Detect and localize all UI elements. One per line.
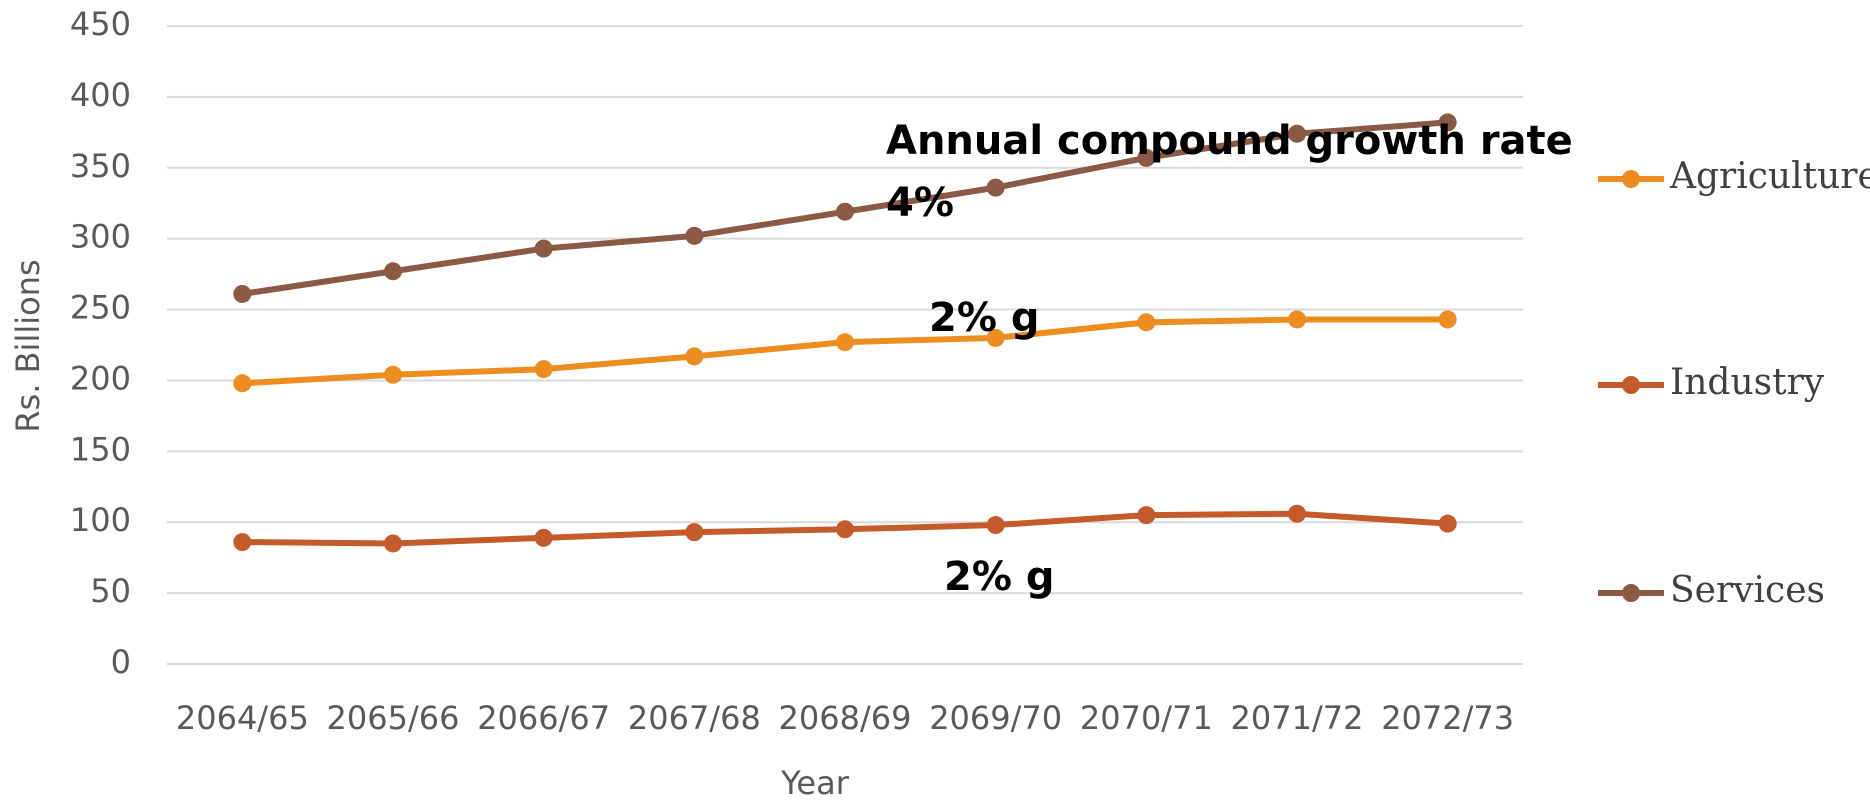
x-tick-label: 2070/71 — [1080, 699, 1213, 737]
annotation: Annual compound growth rate — [886, 118, 1573, 164]
data-point — [233, 284, 252, 303]
y-tick-label: 350 — [70, 147, 131, 185]
data-point — [1137, 148, 1156, 167]
data-point — [384, 534, 402, 553]
x-tick-label: 2066/67 — [477, 699, 610, 737]
y-tick-label: 200 — [70, 359, 131, 397]
data-point — [233, 374, 252, 393]
legend-marker — [1622, 170, 1640, 188]
y-axis-title: Rs. Billions — [9, 259, 47, 432]
y-tick-label: 0 — [111, 643, 131, 681]
legend-label: Services — [1670, 570, 1825, 611]
data-point — [1438, 310, 1457, 329]
data-point — [1438, 514, 1457, 533]
legend-marker — [1622, 584, 1640, 602]
data-point — [1137, 313, 1156, 332]
data-point — [986, 516, 1005, 535]
y-tick-label: 300 — [70, 218, 131, 256]
x-tick-label: 2072/73 — [1381, 699, 1514, 737]
data-point — [384, 262, 402, 281]
x-tick-label: 2069/70 — [929, 699, 1062, 737]
legend-label: Agriculture — [1669, 156, 1870, 197]
x-tick-label: 2068/69 — [779, 699, 912, 737]
y-tick-label: 150 — [70, 430, 131, 468]
legend-label: Industry — [1670, 362, 1825, 403]
y-tick-label: 400 — [70, 76, 131, 114]
data-point — [986, 178, 1005, 197]
data-point — [685, 523, 704, 542]
data-point — [1288, 310, 1306, 329]
data-point — [1288, 504, 1306, 523]
y-tick-label: 250 — [70, 289, 131, 327]
legend-marker — [1622, 376, 1640, 394]
x-tick-label: 2067/68 — [628, 699, 761, 737]
x-tick-label: 2065/66 — [327, 699, 460, 737]
data-point — [685, 347, 704, 366]
x-tick-label: 2064/65 — [176, 699, 309, 737]
data-point — [685, 226, 704, 245]
y-tick-label: 100 — [70, 501, 131, 539]
data-point — [836, 520, 854, 539]
annotation: 2% g — [929, 295, 1039, 341]
data-point — [534, 239, 553, 258]
data-point — [1438, 113, 1457, 132]
data-point — [1288, 124, 1306, 143]
data-point — [1137, 506, 1156, 525]
data-point — [836, 333, 854, 352]
data-point — [534, 360, 553, 379]
y-tick-label: 450 — [70, 5, 131, 43]
data-point — [384, 365, 402, 384]
data-point — [534, 528, 553, 547]
series-line — [242, 316, 1448, 387]
data-point — [233, 533, 252, 552]
x-tick-label: 2071/72 — [1231, 699, 1364, 737]
annotation: 2% g — [944, 554, 1054, 600]
x-axis-title: Year — [780, 764, 850, 802]
data-point — [836, 202, 854, 221]
annotation: 4% — [886, 180, 954, 226]
data-point — [986, 328, 1005, 347]
y-tick-label: 50 — [90, 572, 131, 610]
